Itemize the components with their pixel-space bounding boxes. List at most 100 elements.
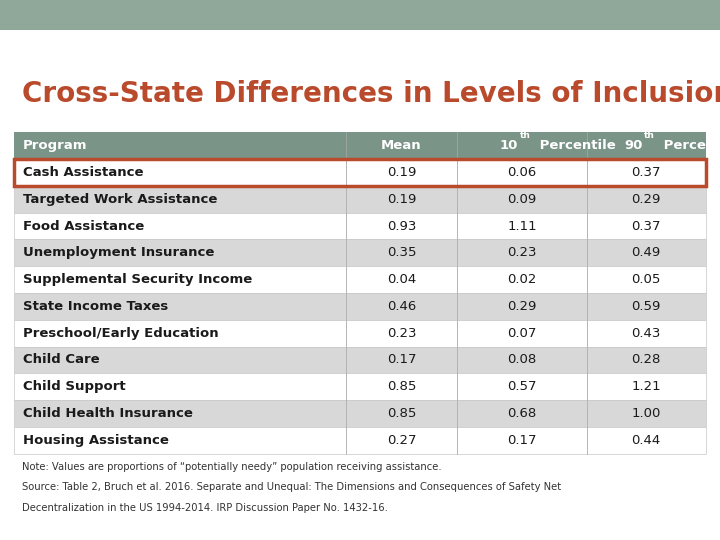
Text: 0.04: 0.04	[387, 273, 416, 286]
Text: 1.00: 1.00	[631, 407, 661, 420]
Bar	[14, 400, 346, 427]
Text: Supplemental Security Income: Supplemental Security Income	[23, 273, 252, 286]
Bar	[14, 186, 346, 213]
Text: 0.23: 0.23	[508, 246, 536, 259]
Text: 0.29: 0.29	[631, 193, 661, 206]
Text: 0.37: 0.37	[631, 220, 661, 233]
Bar	[457, 159, 587, 186]
Text: 10: 10	[500, 139, 518, 152]
Bar	[346, 239, 457, 266]
Text: 0.37: 0.37	[631, 166, 661, 179]
Bar	[14, 427, 346, 454]
Text: 0.17: 0.17	[387, 353, 416, 366]
Bar	[14, 159, 706, 186]
Text: Child Care: Child Care	[23, 353, 99, 366]
Bar	[14, 347, 346, 373]
Bar	[587, 239, 706, 266]
Bar	[346, 373, 457, 400]
Bar	[14, 266, 346, 293]
Bar	[587, 293, 706, 320]
Text: 0.08: 0.08	[508, 353, 536, 366]
Bar	[14, 293, 346, 320]
Bar	[14, 159, 346, 186]
Text: 0.93: 0.93	[387, 220, 416, 233]
Text: 0.68: 0.68	[508, 407, 536, 420]
Text: Cross-State Differences in Levels of Inclusion: Cross-State Differences in Levels of Inc…	[22, 80, 720, 109]
Bar	[346, 132, 457, 159]
Bar	[587, 213, 706, 239]
Text: 0.07: 0.07	[508, 327, 536, 340]
Text: 90: 90	[624, 139, 643, 152]
Text: 0.19: 0.19	[387, 193, 416, 206]
Bar	[346, 347, 457, 373]
Text: Targeted Work Assistance: Targeted Work Assistance	[23, 193, 217, 206]
Text: Decentralization in the US 1994-2014. IRP Discussion Paper No. 1432-16.: Decentralization in the US 1994-2014. IR…	[22, 503, 387, 513]
Text: 1.11: 1.11	[507, 220, 537, 233]
Text: Program: Program	[23, 139, 88, 152]
Text: 0.44: 0.44	[631, 434, 661, 447]
Bar	[14, 320, 346, 347]
Bar	[587, 347, 706, 373]
Bar	[587, 320, 706, 347]
Bar	[457, 213, 587, 239]
Text: Child Support: Child Support	[23, 380, 126, 393]
Bar	[587, 400, 706, 427]
Bar	[457, 266, 587, 293]
Bar	[457, 293, 587, 320]
Bar	[457, 347, 587, 373]
Bar	[457, 320, 587, 347]
Text: Preschool/Early Education: Preschool/Early Education	[23, 327, 219, 340]
Text: 0.85: 0.85	[387, 380, 416, 393]
Text: 0.28: 0.28	[631, 353, 661, 366]
Text: 0.27: 0.27	[387, 434, 416, 447]
Bar	[346, 320, 457, 347]
Bar	[587, 427, 706, 454]
Bar	[0, 0, 720, 30]
Text: 0.46: 0.46	[387, 300, 416, 313]
Bar	[587, 373, 706, 400]
Text: State Income Taxes: State Income Taxes	[23, 300, 168, 313]
Bar	[457, 186, 587, 213]
Bar	[346, 266, 457, 293]
Bar	[346, 427, 457, 454]
Bar	[457, 427, 587, 454]
Text: Percentile: Percentile	[660, 139, 720, 152]
Text: 0.06: 0.06	[508, 166, 536, 179]
Text: 0.35: 0.35	[387, 246, 416, 259]
Bar	[346, 213, 457, 239]
Bar	[346, 400, 457, 427]
Text: 0.49: 0.49	[631, 246, 661, 259]
Bar	[14, 373, 346, 400]
Text: 1.21: 1.21	[631, 380, 661, 393]
Text: th: th	[520, 131, 531, 140]
Bar	[457, 373, 587, 400]
Text: 0.85: 0.85	[387, 407, 416, 420]
Text: Mean: Mean	[381, 139, 422, 152]
Bar	[457, 132, 587, 159]
Bar	[587, 186, 706, 213]
Text: 0.19: 0.19	[387, 166, 416, 179]
Text: 0.02: 0.02	[508, 273, 536, 286]
Bar	[14, 239, 346, 266]
Bar	[346, 159, 457, 186]
Bar	[14, 132, 706, 159]
Bar	[587, 132, 706, 159]
Bar	[346, 186, 457, 213]
Text: 0.59: 0.59	[631, 300, 661, 313]
Text: Housing Assistance: Housing Assistance	[23, 434, 169, 447]
Text: 0.57: 0.57	[508, 380, 536, 393]
Text: Percentile: Percentile	[535, 139, 616, 152]
Text: 0.17: 0.17	[508, 434, 536, 447]
Text: Unemployment Insurance: Unemployment Insurance	[23, 246, 215, 259]
Text: Child Health Insurance: Child Health Insurance	[23, 407, 193, 420]
Bar	[14, 213, 346, 239]
Text: 0.09: 0.09	[508, 193, 536, 206]
Text: 0.43: 0.43	[631, 327, 661, 340]
Bar	[14, 132, 346, 159]
Text: Cash Assistance: Cash Assistance	[23, 166, 143, 179]
Bar	[346, 293, 457, 320]
Text: 0.05: 0.05	[631, 273, 661, 286]
Text: 0.23: 0.23	[387, 327, 416, 340]
Bar	[457, 400, 587, 427]
Text: th: th	[644, 131, 655, 140]
